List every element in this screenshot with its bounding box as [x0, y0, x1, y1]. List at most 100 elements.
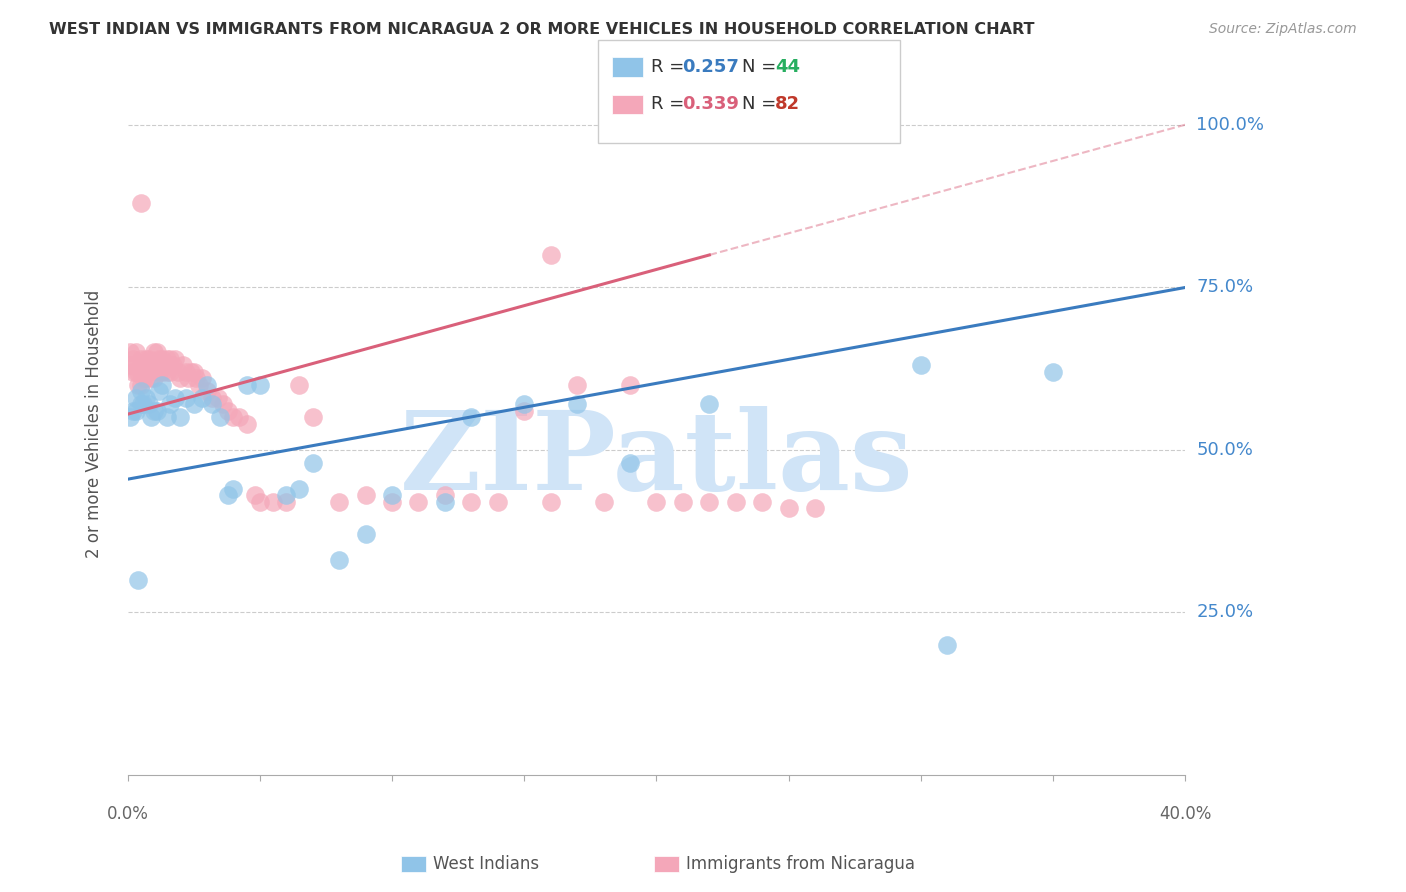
- Point: [124, 345, 146, 359]
- Point: [751, 495, 773, 509]
- Point: [249, 378, 271, 392]
- Text: 25.0%: 25.0%: [1197, 603, 1254, 622]
- Point: [288, 482, 311, 496]
- Point: [1042, 365, 1064, 379]
- Point: [159, 365, 181, 379]
- Point: [235, 417, 257, 431]
- Point: [186, 371, 208, 385]
- Point: [936, 638, 959, 652]
- Text: 82: 82: [775, 95, 800, 113]
- Point: [513, 404, 536, 418]
- Point: [540, 495, 562, 509]
- Point: [243, 488, 266, 502]
- Point: [222, 410, 245, 425]
- Point: [124, 391, 146, 405]
- Point: [276, 488, 298, 502]
- Point: [143, 404, 166, 418]
- Point: [460, 495, 482, 509]
- Point: [724, 495, 747, 509]
- Point: [138, 351, 160, 366]
- Text: 0.0%: 0.0%: [107, 805, 149, 823]
- Point: [135, 371, 157, 385]
- Point: [129, 365, 152, 379]
- Point: [135, 391, 157, 405]
- Point: [910, 359, 932, 373]
- Point: [381, 488, 404, 502]
- Point: [132, 397, 155, 411]
- Text: West Indians: West Indians: [433, 855, 538, 873]
- Point: [162, 359, 184, 373]
- Text: N =: N =: [742, 95, 782, 113]
- Point: [183, 365, 205, 379]
- Point: [169, 410, 191, 425]
- Point: [122, 404, 145, 418]
- Point: [138, 365, 160, 379]
- Point: [129, 384, 152, 399]
- Point: [124, 404, 146, 418]
- Point: [169, 371, 191, 385]
- Point: [132, 359, 155, 373]
- Point: [565, 397, 588, 411]
- Point: [195, 384, 218, 399]
- Point: [540, 248, 562, 262]
- Point: [262, 495, 284, 509]
- Point: [408, 495, 430, 509]
- Point: [619, 378, 641, 392]
- Point: [153, 359, 176, 373]
- Point: [217, 488, 239, 502]
- Point: [120, 345, 142, 359]
- Point: [211, 397, 233, 411]
- Point: [165, 351, 187, 366]
- Text: 0.339: 0.339: [682, 95, 738, 113]
- Point: [174, 391, 197, 405]
- Point: [124, 365, 146, 379]
- Text: 100.0%: 100.0%: [1197, 116, 1264, 134]
- Point: [135, 351, 157, 366]
- Point: [127, 573, 149, 587]
- Text: 0.257: 0.257: [682, 58, 738, 76]
- Text: R =: R =: [651, 58, 690, 76]
- Point: [699, 495, 721, 509]
- Point: [183, 397, 205, 411]
- Point: [127, 378, 149, 392]
- Point: [190, 371, 212, 385]
- Point: [188, 378, 211, 392]
- Point: [150, 378, 173, 392]
- Text: N =: N =: [742, 58, 782, 76]
- Point: [433, 495, 456, 509]
- Point: [165, 391, 187, 405]
- Point: [433, 488, 456, 502]
- Point: [148, 351, 170, 366]
- Point: [141, 359, 163, 373]
- Point: [129, 378, 152, 392]
- Point: [619, 456, 641, 470]
- Point: [328, 553, 350, 567]
- Text: Immigrants from Nicaragua: Immigrants from Nicaragua: [686, 855, 915, 873]
- Point: [159, 397, 181, 411]
- Point: [166, 365, 188, 379]
- Point: [141, 410, 163, 425]
- Point: [141, 371, 163, 385]
- Point: [129, 397, 152, 411]
- Point: [288, 378, 311, 392]
- Point: [127, 365, 149, 379]
- Point: [672, 495, 695, 509]
- Point: [135, 359, 157, 373]
- Point: [122, 351, 145, 366]
- Point: [592, 495, 614, 509]
- Point: [804, 501, 827, 516]
- Point: [129, 196, 152, 211]
- Point: [156, 365, 179, 379]
- Point: [143, 345, 166, 359]
- Point: [565, 378, 588, 392]
- Point: [129, 351, 152, 366]
- Point: [143, 359, 166, 373]
- Point: [217, 404, 239, 418]
- Text: 44: 44: [775, 58, 800, 76]
- Text: 75.0%: 75.0%: [1197, 278, 1254, 296]
- Point: [249, 495, 271, 509]
- Point: [301, 410, 323, 425]
- Point: [381, 495, 404, 509]
- Point: [190, 391, 212, 405]
- Point: [222, 482, 245, 496]
